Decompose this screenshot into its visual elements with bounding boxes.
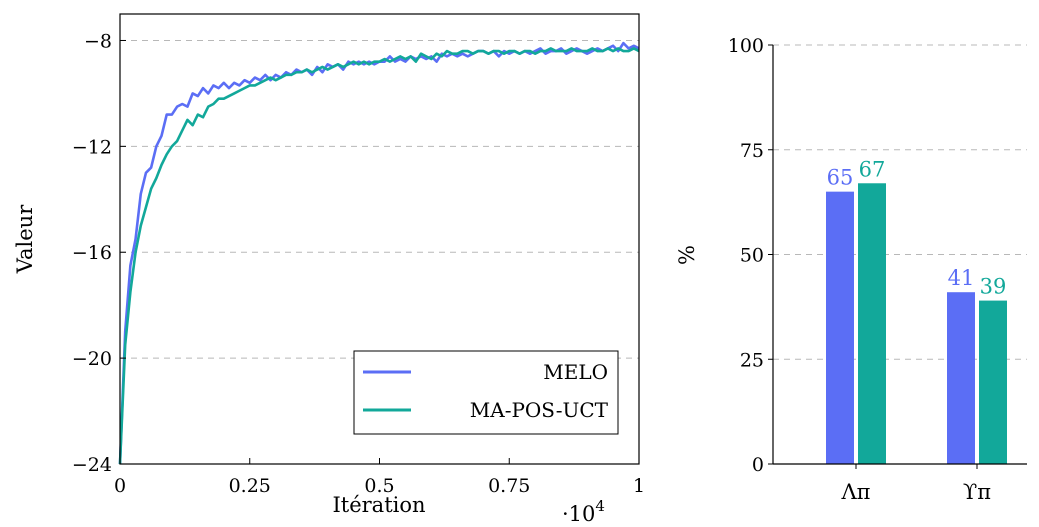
line-chart-series <box>118 41 640 465</box>
line-chart-ytick-label: −12 <box>72 136 112 158</box>
line-chart-ytick-label: −16 <box>72 242 112 264</box>
legend-label-melo: MELO <box>543 360 608 384</box>
line-chart-ytick-label: −24 <box>72 454 112 476</box>
line-chart-xtick-label: 0.5 <box>364 475 394 497</box>
bar <box>979 300 1007 464</box>
bar-value-label: 39 <box>980 275 1007 299</box>
line-chart-legend: MELO MA-POS-UCT <box>353 350 619 435</box>
line-chart-ticks: −24 −20 −16 −12 −8 0 0.25 0.5 0.75 1 <box>72 30 645 497</box>
line-chart: −24 −20 −16 −12 −8 0 0.25 0.5 0.75 1 Valeur Itéra… <box>13 13 645 526</box>
bar-chart: 65 67 41 39 0 25 50 75 100 Λπ ϒπ % <box>675 35 1027 504</box>
line-chart-xtick-label: 0.25 <box>229 475 271 497</box>
bar-chart-ytick-label: 75 <box>740 140 764 162</box>
line-chart-xtick-label: 1 <box>633 475 645 497</box>
line-chart-xtick-label: 0.75 <box>488 475 530 497</box>
line-chart-xlabel: Itération <box>332 493 425 517</box>
bar <box>858 183 886 464</box>
bar-chart-bars: 65 67 41 39 <box>826 157 1007 464</box>
line-chart-xtick-label: 0 <box>114 475 126 497</box>
bar-chart-ytick-label: 25 <box>740 349 764 371</box>
bar-value-label: 65 <box>827 166 854 190</box>
line-chart-ytick-label: −20 <box>72 348 112 370</box>
bar-chart-ylabel: % <box>675 245 699 265</box>
bar <box>826 191 854 464</box>
bar-chart-ticks: 0 25 50 75 100 Λπ ϒπ <box>728 35 992 504</box>
bar-chart-ytick-label: 0 <box>752 454 764 476</box>
bar-chart-category-label: ϒπ <box>963 480 991 504</box>
bar-value-label: 67 <box>859 157 886 181</box>
x-multiplier-label: ·104 <box>562 497 605 526</box>
bar-value-label: 41 <box>948 266 975 290</box>
bar <box>947 292 975 464</box>
bar-chart-ytick-label: 100 <box>728 35 764 57</box>
x-multiplier-exponent: 4 <box>595 497 605 515</box>
bar-chart-ytick-label: 50 <box>740 245 764 267</box>
series-line-ma-pos-uct <box>118 47 640 465</box>
bar-chart-category-label: Λπ <box>841 480 871 504</box>
line-chart-ylabel: Valeur <box>13 204 37 274</box>
legend-box <box>353 350 619 435</box>
x-multiplier-base: ·10 <box>562 502 595 526</box>
legend-label-ma-pos-uct: MA-POS-UCT <box>470 398 609 422</box>
line-chart-ytick-label: −8 <box>84 30 112 52</box>
